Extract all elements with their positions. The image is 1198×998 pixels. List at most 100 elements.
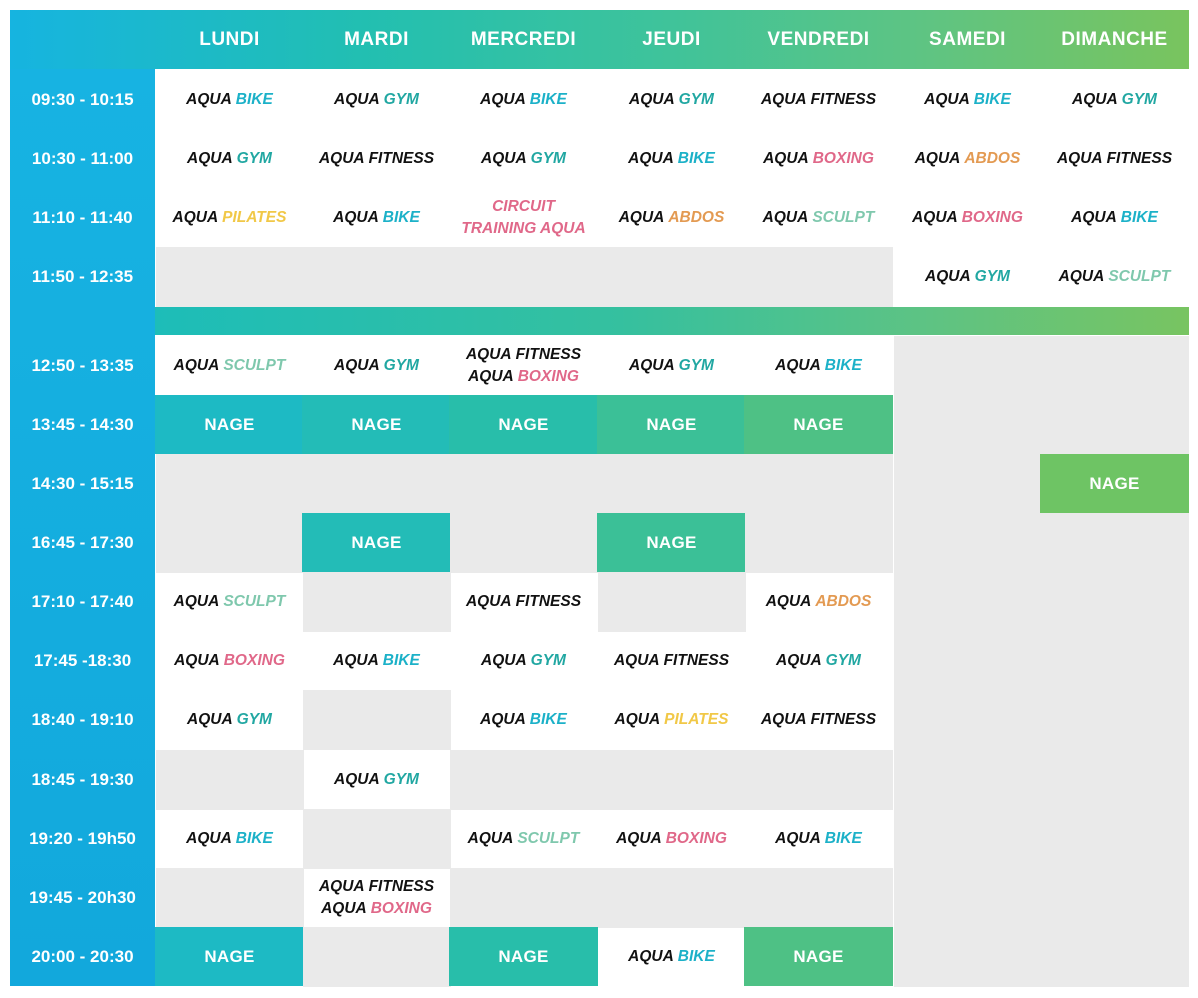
class-slot[interactable]: AQUA BIKE [157,71,302,128]
class-type-gym: GYM [678,90,714,108]
class-prefix: AQUA [925,267,971,285]
class-prefix: AQUA [760,710,807,728]
class-slot[interactable]: AQUA GYM [304,751,449,808]
class-slot[interactable]: AQUA GYM [157,691,302,748]
class-slot[interactable]: AQUA FITNESS [451,573,596,630]
nage-slot[interactable]: NAGE [449,395,598,454]
class-slot[interactable]: AQUA GYM [599,337,744,394]
class-slot[interactable]: AQUA BIKE [451,691,596,748]
nage-slot[interactable]: NAGE [744,395,893,454]
class-slot[interactable]: AQUA FITNESS [746,71,891,128]
class-slot[interactable]: AQUA SCULPT [157,337,302,394]
class-slot[interactable]: AQUA ABDOS [599,189,744,246]
nage-slot[interactable]: NAGE [449,927,598,986]
class-slot[interactable]: AQUA SCULPT [746,189,891,246]
lunch-break-band [155,307,1189,335]
class-prefix: AQUA [334,356,380,374]
class-slot[interactable]: AQUA GYM [746,632,891,689]
class-name: AQUA BIKE [186,828,273,850]
class-slot[interactable]: AQUA BIKE [1042,189,1187,246]
class-type-fitness: FITNESS [368,877,435,895]
class-slot[interactable]: AQUA BIKE [599,130,744,187]
class-prefix: AQUA [467,829,514,847]
nage-slot[interactable]: NAGE [302,513,451,572]
class-slot[interactable]: AQUA PILATES [599,691,744,748]
class-name: AQUA SCULPT [174,355,286,377]
nage-label: NAGE [204,946,255,966]
nage-slot[interactable]: NAGE [597,513,746,572]
class-slot[interactable]: AQUA ABDOS [895,130,1040,187]
class-slot[interactable]: AQUA BIKE [157,810,302,867]
class-type-gym: GYM [1121,90,1157,108]
class-slot[interactable]: AQUA GYM [157,130,302,187]
class-slot[interactable]: AQUA FITNESS [304,130,449,187]
class-slot[interactable]: AQUA BIKE [451,71,596,128]
empty-slot [1041,750,1189,810]
class-type-bike: BIKE [677,947,715,965]
empty-slot [894,572,1042,632]
class-slot[interactable]: AQUA BIKE [746,810,891,867]
class-prefix: AQUA [618,208,665,226]
class-slot[interactable]: AQUA FITNESS AQUA BOXING [451,337,596,394]
class-slot[interactable]: AQUA BOXING [157,632,302,689]
class-slot[interactable]: AQUA FITNESS [1042,130,1187,187]
class-type-pilates: PILATES [222,208,287,226]
class-type-boxing: BOXING [223,651,285,669]
class-slot[interactable]: AQUA SCULPT [157,573,302,630]
class-slot[interactable]: AQUA PILATES [157,189,302,246]
class-slot[interactable]: AQUA GYM [599,71,744,128]
class-name: AQUA BIKE [333,650,420,672]
nage-slot[interactable]: NAGE [744,927,893,986]
class-slot[interactable]: AQUA BIKE [599,928,744,985]
class-slot[interactable]: AQUA GYM [451,130,596,187]
class-slot[interactable]: AQUA BIKE [304,632,449,689]
class-slot[interactable]: AQUA GYM [304,337,449,394]
nage-label: NAGE [351,414,402,434]
class-name: AQUA FITNESS [761,709,876,731]
empty-slot [598,750,746,810]
class-slot[interactable]: AQUA BOXING [746,130,891,187]
class-slot[interactable]: AQUA GYM [451,632,596,689]
class-prefix: AQUA [776,651,822,669]
class-slot[interactable]: AQUA SCULPT [451,810,596,867]
nage-label: NAGE [1089,473,1140,493]
class-slot[interactable]: AQUA BOXING [895,189,1040,246]
class-slot[interactable]: AQUA GYM [1042,71,1187,128]
nage-slot[interactable]: NAGE [155,927,304,986]
empty-slot [156,513,304,573]
nage-slot[interactable]: NAGE [597,395,746,454]
class-slot[interactable]: AQUA ABDOS [746,573,891,630]
empty-slot [450,454,598,514]
empty-slot [598,868,746,928]
class-slot[interactable]: AQUA FITNESS [599,632,744,689]
class-prefix: AQUA [629,356,675,374]
nage-slot[interactable]: NAGE [155,395,304,454]
class-prefix: AQUA [333,208,379,226]
class-slot[interactable]: AQUA GYM [895,248,1040,305]
class-slot[interactable]: AQUA BIKE [895,71,1040,128]
class-slot[interactable]: AQUA BIKE [746,337,891,394]
class-slot[interactable]: AQUA GYM [304,71,449,128]
class-slot[interactable]: CIRCUIT TRAINING AQUA [451,189,596,246]
nage-slot[interactable]: NAGE [1040,454,1189,513]
class-name: AQUA SCULPT [1059,266,1171,288]
class-prefix: AQUA [616,829,662,847]
class-slot[interactable]: AQUA FITNESS [746,691,891,748]
empty-slot [598,454,746,514]
class-type-gym: GYM [236,710,272,728]
day-header-dimanche: DIMANCHE [1061,29,1168,50]
class-name: AQUA GYM [629,355,714,377]
class-prefix: AQUA [174,651,220,669]
class-name: AQUA BIKE [480,709,567,731]
class-type-bike: BIKE [382,208,420,226]
nage-slot[interactable]: NAGE [302,395,451,454]
class-slot[interactable]: AQUA FITNESS AQUA BOXING [304,869,449,926]
empty-slot [745,454,893,514]
class-slot[interactable]: AQUA SCULPT [1042,248,1187,305]
empty-slot [156,750,304,810]
class-prefix: AQUA [1072,90,1118,108]
class-prefix: AQUA [763,149,809,167]
class-slot[interactable]: AQUA BOXING [599,810,744,867]
class-slot[interactable]: AQUA BIKE [304,189,449,246]
nage-label: NAGE [498,414,549,434]
